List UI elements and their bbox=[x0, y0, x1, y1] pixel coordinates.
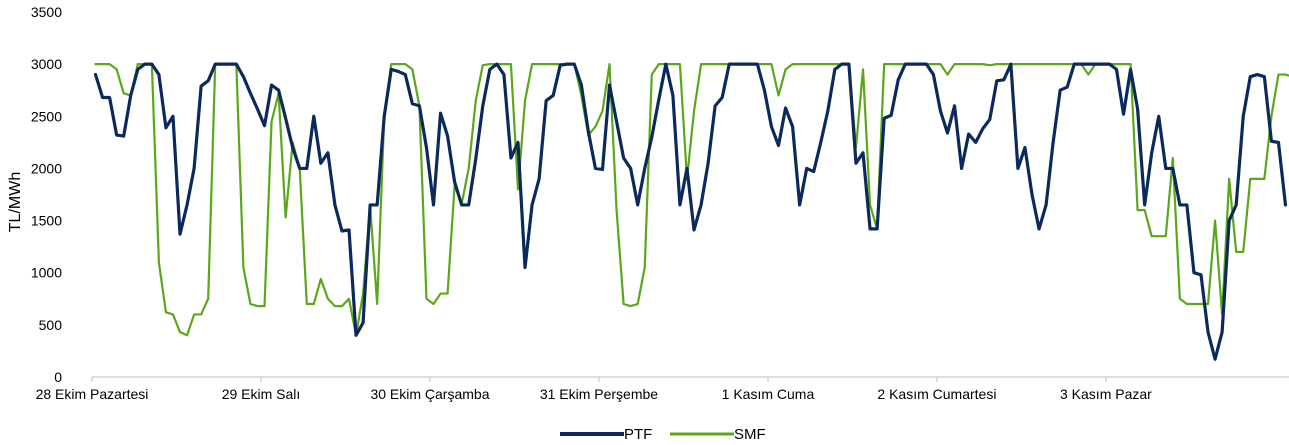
series-line-ptf bbox=[93, 62, 1288, 361]
legend-label-smf: SMF bbox=[734, 426, 766, 443]
legend: PTF SMF bbox=[560, 426, 766, 443]
y-tick-label: 3500 bbox=[31, 4, 62, 20]
y-axis-label: TL/MWh bbox=[7, 172, 24, 232]
y-tick-label: 2000 bbox=[31, 160, 62, 176]
y-tick-label: 1000 bbox=[31, 265, 62, 281]
x-tick-label: 3 Kasım Pazar bbox=[1060, 386, 1152, 402]
y-tick-label: 3000 bbox=[31, 56, 62, 72]
y-tick-label: 500 bbox=[39, 317, 63, 333]
x-tick-label: 30 Ekim Çarşamba bbox=[370, 386, 489, 402]
x-tick-label: 29 Ekim Salı bbox=[222, 386, 301, 402]
y-tick-label: 2500 bbox=[31, 108, 62, 124]
y-axis: 0 500 1000 1500 2000 2500 3000 3500 bbox=[31, 4, 62, 385]
x-tick-label: 2 Kasım Cumartesi bbox=[877, 386, 996, 402]
series-line-smf bbox=[94, 63, 1289, 337]
legend-label-ptf: PTF bbox=[624, 426, 652, 443]
y-tick-label: 0 bbox=[54, 369, 62, 385]
y-tick-label: 1500 bbox=[31, 213, 62, 229]
x-tick-label: 1 Kasım Cuma bbox=[722, 386, 815, 402]
x-tick-label: 28 Ekim Pazartesi bbox=[36, 386, 149, 402]
x-tick-label: 31 Ekim Perşembe bbox=[540, 386, 658, 402]
x-axis: 28 Ekim Pazartesi 29 Ekim Salı 30 Ekim Çar… bbox=[36, 376, 1289, 402]
series-layer bbox=[93, 62, 1289, 361]
